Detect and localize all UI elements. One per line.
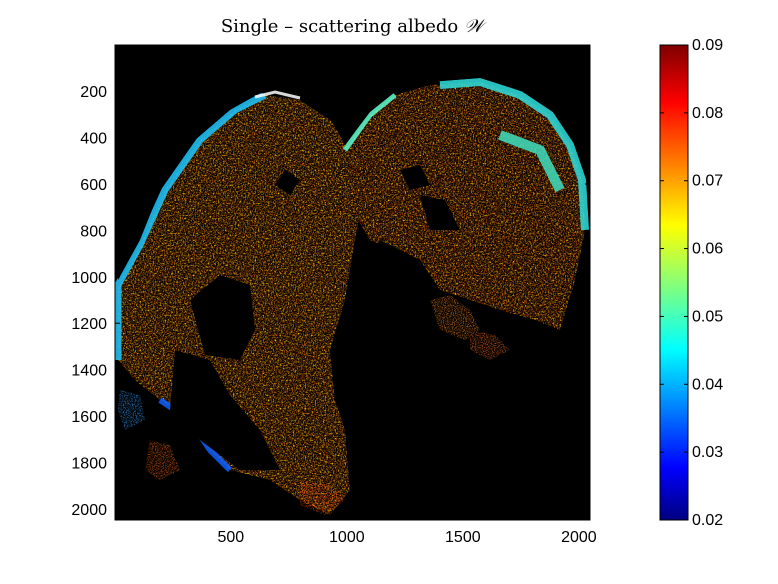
x-axis: 500 1000 1500 2000 [217, 45, 597, 546]
y-tick-label: 2000 [71, 502, 107, 519]
colorbar-tick-label: 0.08 [692, 105, 723, 122]
colorbar-tick-label: 0.04 [692, 376, 723, 393]
colorbar-tick-label: 0.09 [692, 37, 723, 54]
chart-title: Single – scattering albedo 𝒲 [221, 16, 487, 37]
x-tick-label: 2000 [561, 529, 597, 546]
x-tick-label: 500 [217, 529, 244, 546]
y-tick-label: 400 [80, 131, 107, 148]
y-axis: 200 400 600 800 1000 1200 1400 1600 1800 2000 [71, 84, 590, 519]
colorbar-tick-label: 0.06 [692, 241, 723, 258]
y-tick-label: 1200 [71, 316, 107, 333]
y-tick-label: 800 [80, 223, 107, 240]
y-tick-label: 600 [80, 177, 107, 194]
heatmap-image [115, 45, 590, 520]
colorbar-tick-label: 0.02 [692, 512, 723, 529]
axes-frame [114, 44, 591, 521]
y-tick-label: 1800 [71, 455, 107, 472]
colorbar-tick-label: 0.05 [692, 308, 723, 325]
y-tick-label: 1000 [71, 270, 107, 287]
x-tick-label: 1000 [329, 529, 365, 546]
y-tick-label: 200 [80, 84, 107, 101]
y-tick-label: 1400 [71, 363, 107, 380]
colorbar-ticks: 0.02 0.03 0.04 0.05 0.06 0.07 0.08 0.09 [660, 37, 723, 529]
colorbar-tick-label: 0.07 [692, 173, 723, 190]
y-tick-label: 1600 [71, 409, 107, 426]
colorbar [659, 44, 689, 521]
colorbar-tick-label: 0.03 [692, 444, 723, 461]
x-tick-label: 1500 [445, 529, 481, 546]
